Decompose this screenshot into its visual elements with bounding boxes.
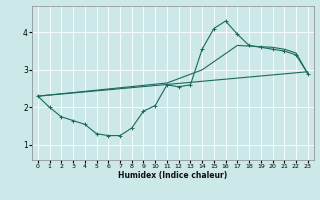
X-axis label: Humidex (Indice chaleur): Humidex (Indice chaleur): [118, 171, 228, 180]
